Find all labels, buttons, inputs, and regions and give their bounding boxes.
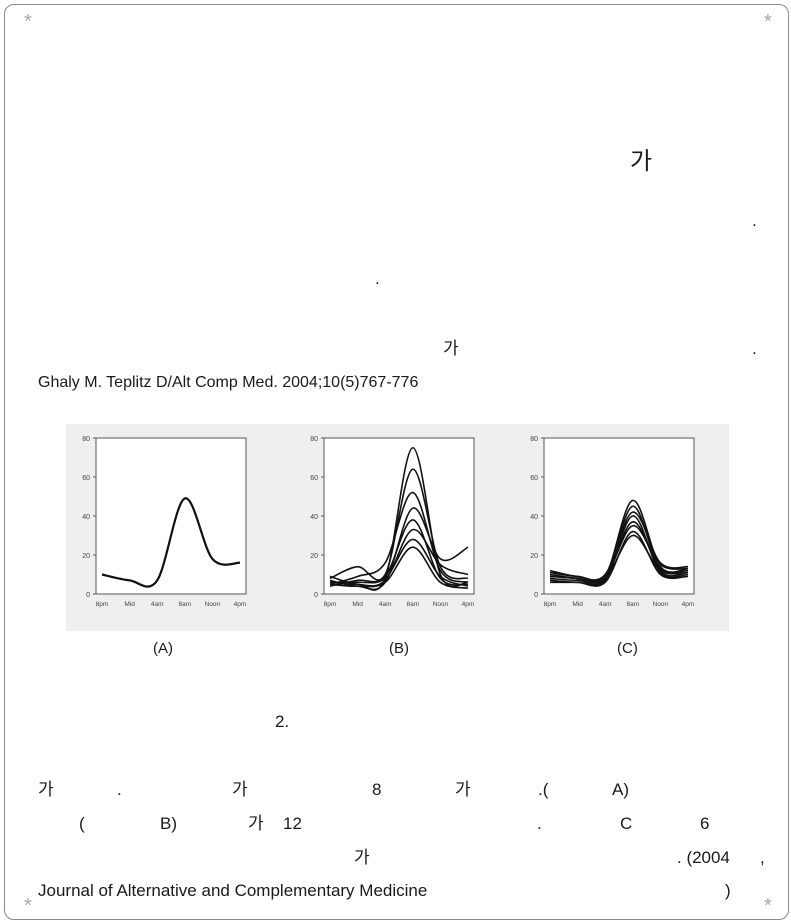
text-fragment: A) — [612, 780, 629, 799]
text-fragment: 가 — [354, 848, 370, 867]
text-fragment: 가 — [630, 148, 653, 175]
y-tick-label: 0 — [86, 592, 90, 599]
y-tick-label: 40 — [530, 514, 538, 521]
x-tick-label: 4pm — [234, 601, 247, 608]
y-tick-label: 60 — [530, 475, 538, 482]
x-tick-label: 4pm — [682, 601, 695, 608]
corner-star-icon: * — [764, 895, 772, 917]
text-fragment: . — [117, 780, 122, 799]
x-tick-label: Mid — [572, 601, 583, 608]
chart-figure: 0 20 40 60 80 8pm Mid 4am 8am Noon 4pm 0 20 40 60 80 8pm… — [82, 436, 695, 608]
text-fragment: C — [620, 814, 633, 833]
text-fragment: . — [537, 814, 542, 833]
text-fragment: ( — [79, 814, 85, 833]
series-line — [549, 534, 689, 583]
x-tick-label: Noon — [205, 601, 221, 608]
series-line — [329, 491, 469, 586]
caption-b: (B) — [389, 640, 409, 657]
text-fragment: 6 — [700, 814, 710, 833]
y-tick-label: 20 — [82, 553, 90, 560]
figure-panel: 0 20 40 60 80 8pm Mid 4am 8am Noon 4pm 0 20 40 60 80 8pm… — [66, 424, 729, 631]
text-fragment: .( — [538, 780, 549, 799]
text-fragment: 가 — [248, 814, 264, 833]
series-line — [329, 538, 469, 587]
x-tick-label: 8pm — [96, 601, 109, 608]
x-tick-label: 4am — [599, 601, 612, 608]
y-tick-label: 40 — [82, 514, 90, 521]
x-tick-label: 4am — [379, 601, 392, 608]
x-tick-label: 8am — [178, 601, 191, 608]
corner-star-icon: * — [24, 895, 32, 917]
y-tick-label: 20 — [530, 553, 538, 560]
section-number: 2. — [275, 712, 290, 731]
plot-area — [95, 437, 247, 595]
text-fragment: 12 — [283, 814, 302, 833]
x-tick-label: 4pm — [462, 601, 475, 608]
text-fragment: 가 — [38, 780, 54, 799]
caption-c: (C) — [617, 640, 638, 657]
x-tick-label: 8am — [626, 601, 639, 608]
text-fragment: . — [752, 211, 757, 230]
x-tick-label: Noon — [653, 601, 669, 608]
series-line — [329, 519, 469, 587]
y-tick-label: 0 — [534, 592, 538, 599]
x-tick-label: Noon — [433, 601, 449, 608]
text-fragment: 가 — [455, 780, 471, 799]
y-tick-label: 0 — [314, 592, 318, 599]
series-line — [549, 524, 689, 582]
caption-a: (A) — [153, 640, 173, 657]
x-tick-label: Mid — [352, 601, 363, 608]
page-frame — [4, 4, 789, 920]
text-fragment: B) — [160, 814, 177, 833]
text-fragment: . — [375, 269, 380, 288]
y-tick-label: 20 — [310, 553, 318, 560]
series-line — [329, 546, 469, 589]
series-line — [329, 468, 469, 581]
series-line — [329, 528, 469, 587]
text-fragment: 가 — [443, 339, 459, 358]
text-fragment: , — [760, 848, 765, 867]
y-tick-label: 80 — [310, 436, 318, 443]
journal-name: Journal of Alternative and Complementary… — [38, 881, 428, 900]
text-fragment: . (2004 — [677, 848, 730, 867]
plot-area — [543, 437, 695, 595]
y-tick-label: 40 — [310, 514, 318, 521]
citation: Ghaly M. Teplitz D/Alt Comp Med. 2004;10… — [38, 374, 419, 391]
x-tick-label: 8pm — [324, 601, 337, 608]
x-tick-label: 4am — [151, 601, 164, 608]
text-fragment: 8 — [372, 780, 382, 799]
series-line — [101, 497, 241, 588]
corner-star-icon: * — [24, 11, 32, 33]
text-fragment: 가 — [232, 780, 248, 799]
x-tick-label: Mid — [124, 601, 135, 608]
y-tick-label: 60 — [82, 475, 90, 482]
y-tick-label: 80 — [82, 436, 90, 443]
text-fragment: ) — [725, 881, 731, 900]
x-tick-label: 8am — [406, 601, 419, 608]
text-fragment: . — [752, 339, 757, 358]
y-tick-label: 80 — [530, 436, 538, 443]
y-tick-label: 60 — [310, 475, 318, 482]
corner-star-icon: * — [764, 11, 772, 33]
x-tick-label: 8pm — [544, 601, 557, 608]
